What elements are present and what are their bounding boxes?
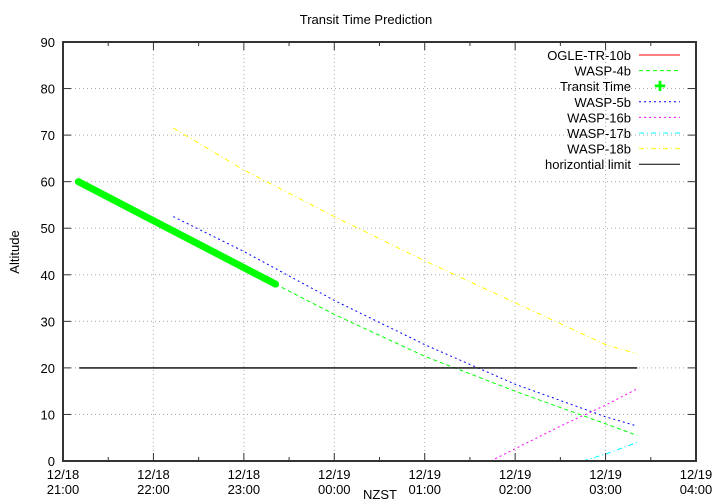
x-tick-date: 12/18	[47, 467, 80, 482]
series-wasp-18b	[173, 127, 638, 355]
x-axis-label: NZST	[363, 487, 397, 502]
legend-label: OGLE-TR-10b	[547, 48, 631, 63]
x-tick-time: 03:00	[589, 482, 622, 497]
y-tick-label: 90	[41, 35, 55, 50]
legend-label: horizontial limit	[545, 157, 631, 172]
y-tick-label: 30	[41, 314, 55, 329]
x-tick-date: 12/19	[589, 467, 622, 482]
legend-label: Transit Time	[560, 79, 631, 94]
x-tick-date: 12/19	[318, 467, 351, 482]
y-tick-label: 60	[41, 175, 55, 190]
x-tick-date: 12/19	[499, 467, 532, 482]
legend-label: WASP-5b	[574, 95, 631, 110]
x-tick-time: 21:00	[47, 482, 80, 497]
legend-label: WASP-4b	[574, 64, 631, 79]
series-layer	[74, 127, 638, 462]
series-wasp-16b	[490, 388, 638, 462]
y-tick-label: 80	[41, 82, 55, 97]
series-wasp-17b	[582, 441, 638, 462]
x-tick-time: 02:00	[499, 482, 532, 497]
x-tick-date: 12/18	[228, 467, 261, 482]
y-axis-label: Altitude	[7, 230, 22, 273]
y-tick-label: 40	[41, 268, 55, 283]
y-tick-label: 0	[48, 454, 55, 469]
x-tick-time: 00:00	[318, 482, 351, 497]
x-tick-time: 01:00	[408, 482, 441, 497]
legend-label: WASP-16b	[567, 110, 631, 125]
x-tick-time: 04:00	[680, 482, 713, 497]
chart-title: Transit Time Prediction	[300, 12, 432, 27]
axis-ticks	[62, 41, 697, 462]
y-tick-label: 20	[41, 361, 55, 376]
y-tick-label: 10	[41, 407, 55, 422]
x-tick-labels: 12/1821:0012/1822:0012/1823:0012/1900:00…	[47, 467, 713, 497]
x-tick-date: 12/19	[680, 467, 713, 482]
x-tick-time: 22:00	[137, 482, 170, 497]
y-tick-label: 50	[41, 221, 55, 236]
legend-label: WASP-17b	[567, 126, 631, 141]
x-tick-date: 12/18	[137, 467, 170, 482]
series-wasp-4b	[275, 283, 638, 436]
legend-plus-marker-icon: ✚	[654, 79, 666, 95]
y-tick-labels: 0 10 20 30 40 50 60 70 80 90	[41, 35, 55, 469]
legend-label: WASP-18b	[567, 142, 631, 157]
x-tick-date: 12/19	[408, 467, 441, 482]
y-tick-label: 70	[41, 128, 55, 143]
x-tick-time: 23:00	[228, 482, 261, 497]
series-transit-time	[74, 178, 280, 288]
